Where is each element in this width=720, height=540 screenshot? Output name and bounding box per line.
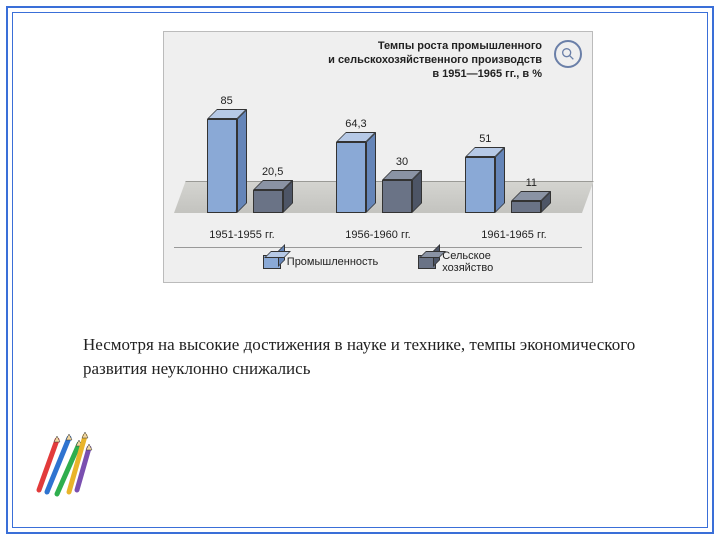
legend-label: Промышленность	[287, 256, 379, 268]
x-label: 1956-1960 гг.	[345, 229, 410, 241]
legend-label: Сельское хозяйство	[442, 250, 493, 274]
bar-group: 85 20,5	[189, 93, 309, 213]
bar-value-label: 51	[465, 133, 505, 145]
caption-text: Несмотря на высокие достижения в науке и…	[83, 333, 643, 381]
bar-value-label: 85	[207, 95, 247, 107]
chart-area: 85 20,5 64,3 30 51 11 1951-1955 гг. 1956-1960…	[174, 87, 582, 247]
chart-legend: Промышленность Сельское хозяйство	[174, 247, 582, 274]
legend-swatch-icon	[263, 255, 281, 269]
x-label: 1961-1965 гг.	[481, 229, 546, 241]
chart-title-line: в 1951—1965 гг., в %	[174, 68, 542, 82]
legend-swatch-icon	[418, 255, 436, 269]
bar-group: 51 11	[447, 93, 567, 213]
chart: Темпы роста промышленного и сельскохозяй…	[163, 31, 593, 283]
x-axis-labels: 1951-1955 гг. 1956-1960 гг. 1961-1965 гг…	[174, 229, 582, 241]
legend-agriculture: Сельское хозяйство	[418, 250, 493, 274]
chart-title: Темпы роста промышленного и сельскохозяй…	[174, 40, 582, 81]
bar-value-label: 11	[511, 177, 551, 189]
bar-value-label: 64,3	[336, 118, 376, 130]
chart-title-line: Темпы роста промышленного	[174, 40, 542, 54]
pencils-icon	[29, 430, 99, 505]
magnifier-icon	[554, 40, 582, 68]
legend-industry: Промышленность	[263, 250, 379, 274]
bar-group: 64,3 30	[318, 93, 438, 213]
bar-value-label: 20,5	[253, 166, 293, 178]
inner-frame: Темпы роста промышленного и сельскохозяй…	[12, 12, 708, 528]
chart-title-line: и сельскохозяйственного производств	[174, 54, 542, 68]
x-label: 1951-1955 гг.	[209, 229, 274, 241]
bar-value-label: 30	[382, 156, 422, 168]
